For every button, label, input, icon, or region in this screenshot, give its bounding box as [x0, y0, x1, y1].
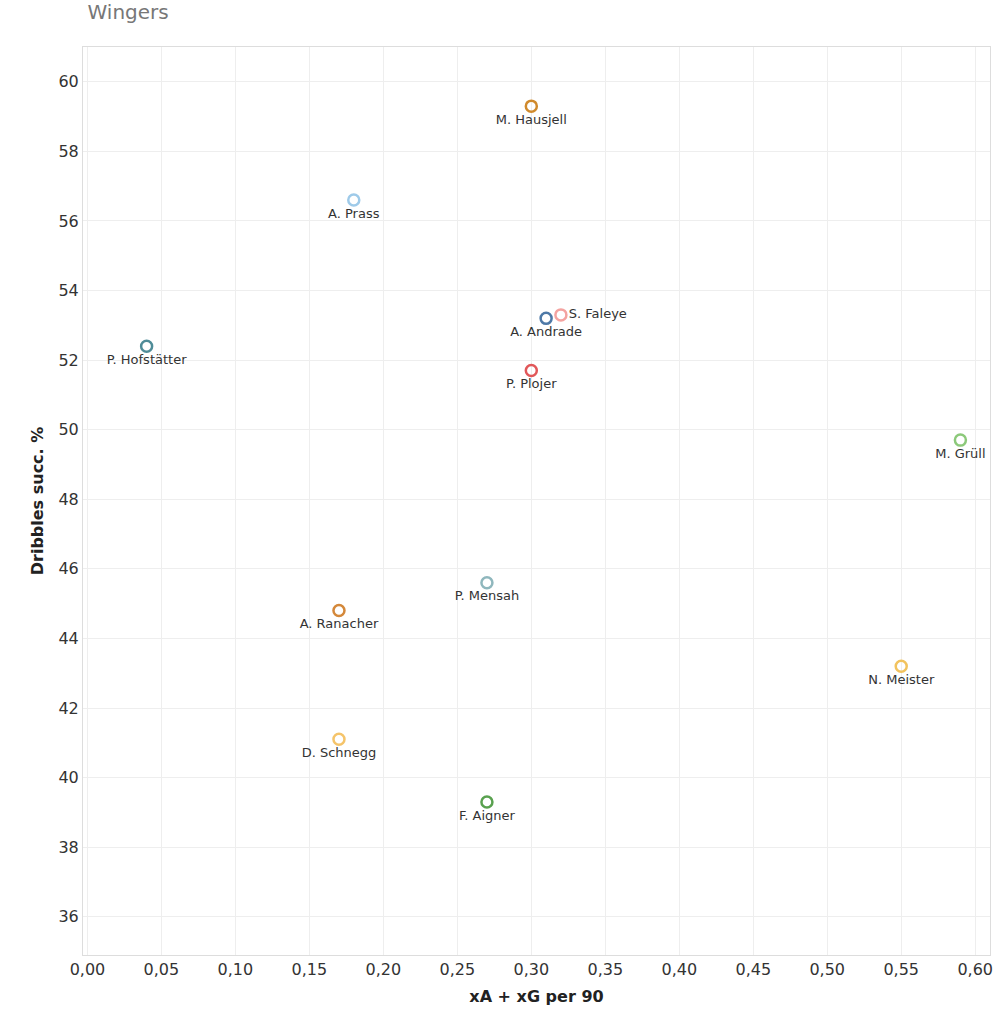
svg-text:0,60: 0,60: [957, 960, 993, 979]
svg-text:60: 60: [58, 72, 78, 91]
svg-text:0,00: 0,00: [70, 960, 106, 979]
svg-text:40: 40: [58, 768, 78, 787]
svg-text:54: 54: [58, 281, 78, 300]
svg-text:Wingers: Wingers: [88, 0, 169, 24]
svg-text:Dribbles succ. %: Dribbles succ. %: [28, 427, 47, 576]
svg-text:P. Mensah: P. Mensah: [455, 588, 520, 603]
svg-text:N. Meister: N. Meister: [868, 672, 935, 687]
svg-text:F. Aigner: F. Aigner: [459, 808, 516, 823]
svg-text:0,30: 0,30: [514, 960, 550, 979]
svg-text:56: 56: [58, 212, 78, 231]
svg-text:48: 48: [58, 490, 78, 509]
svg-text:0,55: 0,55: [883, 960, 919, 979]
svg-text:38: 38: [58, 838, 78, 857]
svg-text:0,50: 0,50: [809, 960, 845, 979]
svg-text:36: 36: [58, 907, 78, 926]
svg-text:0,35: 0,35: [587, 960, 623, 979]
svg-text:A. Ranacher: A. Ranacher: [300, 616, 379, 631]
svg-text:42: 42: [58, 699, 78, 718]
svg-text:xA + xG per 90: xA + xG per 90: [469, 987, 603, 1006]
svg-text:0,15: 0,15: [292, 960, 328, 979]
svg-text:S. Faleye: S. Faleye: [569, 306, 627, 321]
svg-text:0,25: 0,25: [440, 960, 476, 979]
svg-text:58: 58: [58, 142, 78, 161]
svg-text:0,05: 0,05: [144, 960, 180, 979]
svg-text:52: 52: [58, 351, 78, 370]
svg-text:P. Hofstätter: P. Hofstätter: [107, 352, 187, 367]
svg-text:50: 50: [58, 420, 78, 439]
svg-text:P. Plojer: P. Plojer: [506, 376, 557, 391]
svg-text:M. Grüll: M. Grüll: [935, 446, 985, 461]
svg-text:M. Hausjell: M. Hausjell: [496, 112, 567, 127]
svg-text:0,40: 0,40: [661, 960, 697, 979]
svg-text:44: 44: [58, 629, 78, 648]
svg-text:0,45: 0,45: [735, 960, 771, 979]
svg-text:0,20: 0,20: [366, 960, 402, 979]
svg-text:A. Andrade: A. Andrade: [510, 324, 582, 339]
svg-text:0,10: 0,10: [218, 960, 254, 979]
svg-text:46: 46: [58, 559, 78, 578]
svg-text:A. Prass: A. Prass: [328, 206, 380, 221]
svg-text:D. Schnegg: D. Schnegg: [302, 745, 377, 760]
